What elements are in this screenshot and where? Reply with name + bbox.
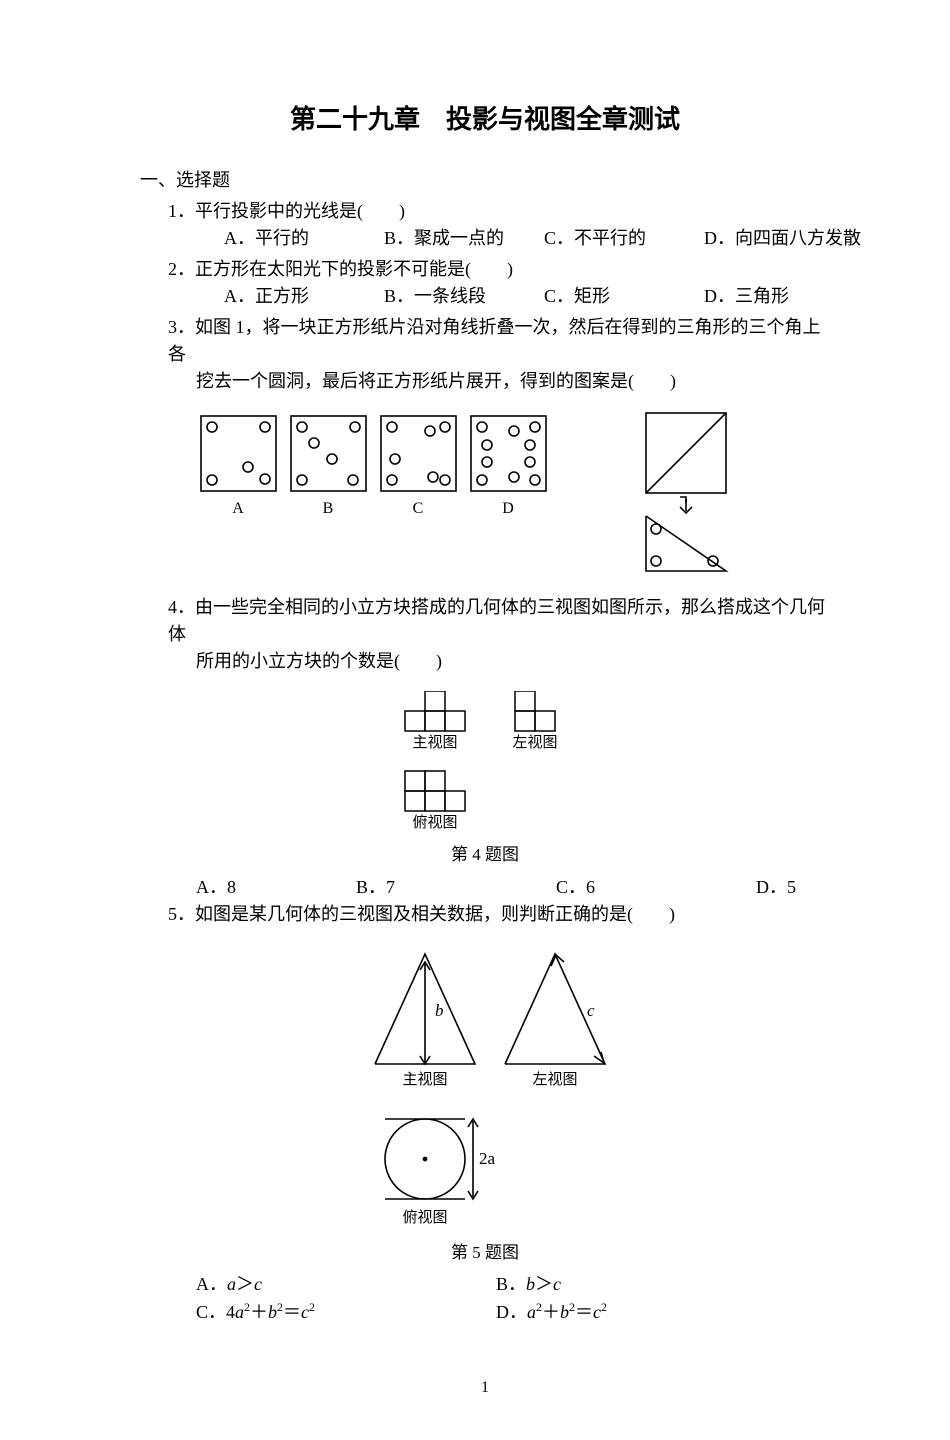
q2-opt-c: C．矩形 — [544, 283, 704, 310]
page-number: 1 — [140, 1376, 830, 1400]
question-5: 5．如图是某几何体的三视图及相关数据，则判断正确的是( ) — [168, 901, 830, 928]
q1-opt-a: A．平行的 — [224, 225, 384, 252]
q5-label-left: 左视图 — [532, 1071, 577, 1088]
q4-label-front: 主视图 — [412, 734, 457, 751]
q5-options: A．a＞c B．b＞c C．4a2＋b2＝c2 D．a2＋b2＝c2 — [196, 1271, 830, 1326]
q5-label-top: 俯视图 — [402, 1209, 447, 1226]
q4-figure: 主视图 左视图 俯视图 第 4 题图 — [140, 691, 830, 868]
q5-opt-b: B．b＞c — [496, 1271, 561, 1298]
q3-options-svg: A B C D — [196, 411, 576, 521]
q5-label-front: 主视图 — [402, 1071, 447, 1088]
q3-label-c: C — [413, 500, 424, 517]
q3-stem-line2: 挖去一个圆洞，最后将正方形纸片展开，得到的图案是( ) — [196, 368, 830, 395]
q3-label-a: A — [232, 500, 244, 517]
q5-opt-c: C．4a2＋b2＝c2 — [196, 1298, 496, 1326]
q4-views-svg: 主视图 左视图 俯视图 — [385, 691, 585, 836]
q4-opt-d: D．5 — [756, 874, 796, 901]
q2-opt-a: A．正方形 — [224, 283, 384, 310]
q5-stem: 5．如图是某几何体的三视图及相关数据，则判断正确的是( ) — [168, 901, 830, 928]
q2-opt-b: B．一条线段 — [384, 283, 544, 310]
question-3: 3．如图 1，将一块正方形纸片沿对角线折叠一次，然后在得到的三角形的三个角上各 … — [168, 314, 830, 395]
q3-stem-line1: 3．如图 1，将一块正方形纸片沿对角线折叠一次，然后在得到的三角形的三个角上各 — [168, 314, 830, 368]
q4-opt-a: A．8 — [196, 874, 356, 901]
question-1: 1．平行投影中的光线是( ) A．平行的 B．聚成一点的 C．不平行的 D．向四… — [168, 198, 830, 252]
q1-opt-d: D．向四面八方发散 — [704, 225, 861, 252]
q3-fold-diagram — [636, 411, 746, 576]
q5-c-label: c — [587, 1001, 595, 1020]
q3-figure: A B C D — [196, 411, 830, 576]
exam-page: 第二十九章 投影与视图全章测试 一、选择题 1．平行投影中的光线是( ) A．平… — [0, 0, 950, 1440]
q4-options: A．8 B．7 C．6 D．5 — [196, 874, 830, 901]
q4-caption: 第 4 题图 — [140, 842, 830, 868]
q1-opt-b: B．聚成一点的 — [384, 225, 544, 252]
q3-label-d: D — [502, 500, 514, 517]
q4-stem-line1: 4．由一些完全相同的小立方块搭成的几何体的三视图如图所示，那么搭成这个几何体 — [168, 594, 830, 648]
section-heading: 一、选择题 — [140, 167, 830, 194]
q5-2a-label: 2a — [479, 1149, 496, 1168]
q5-opt-d: D．a2＋b2＝c2 — [496, 1298, 607, 1326]
q2-options: A．正方形 B．一条线段 C．矩形 D．三角形 — [224, 283, 830, 310]
question-2: 2．正方形在太阳光下的投影不可能是( ) A．正方形 B．一条线段 C．矩形 D… — [168, 256, 830, 310]
q5-opt-a: A．a＞c — [196, 1271, 496, 1298]
q4-opt-b: B．7 — [356, 874, 556, 901]
q1-options: A．平行的 B．聚成一点的 C．不平行的 D．向四面八方发散 — [224, 225, 830, 252]
q5-views-svg: b c 2a 主视图 左视图 俯视图 — [355, 944, 615, 1234]
q5-caption: 第 5 题图 — [140, 1240, 830, 1266]
q4-stem-line2: 所用的小立方块的个数是( ) — [196, 648, 830, 675]
chapter-title: 第二十九章 投影与视图全章测试 — [140, 100, 830, 139]
q4-label-top: 俯视图 — [412, 814, 457, 831]
question-4: 4．由一些完全相同的小立方块搭成的几何体的三视图如图所示，那么搭成这个几何体 所… — [168, 594, 830, 675]
q2-opt-d: D．三角形 — [704, 283, 789, 310]
q1-opt-c: C．不平行的 — [544, 225, 704, 252]
q1-stem: 1．平行投影中的光线是( ) — [168, 198, 830, 225]
q4-label-left: 左视图 — [512, 734, 557, 751]
q5-b-label: b — [435, 1001, 444, 1020]
q5-figure: b c 2a 主视图 左视图 俯视图 第 5 题图 — [140, 944, 830, 1266]
q4-opt-c: C．6 — [556, 874, 756, 901]
q3-label-b: B — [323, 500, 334, 517]
q2-stem: 2．正方形在太阳光下的投影不可能是( ) — [168, 256, 830, 283]
